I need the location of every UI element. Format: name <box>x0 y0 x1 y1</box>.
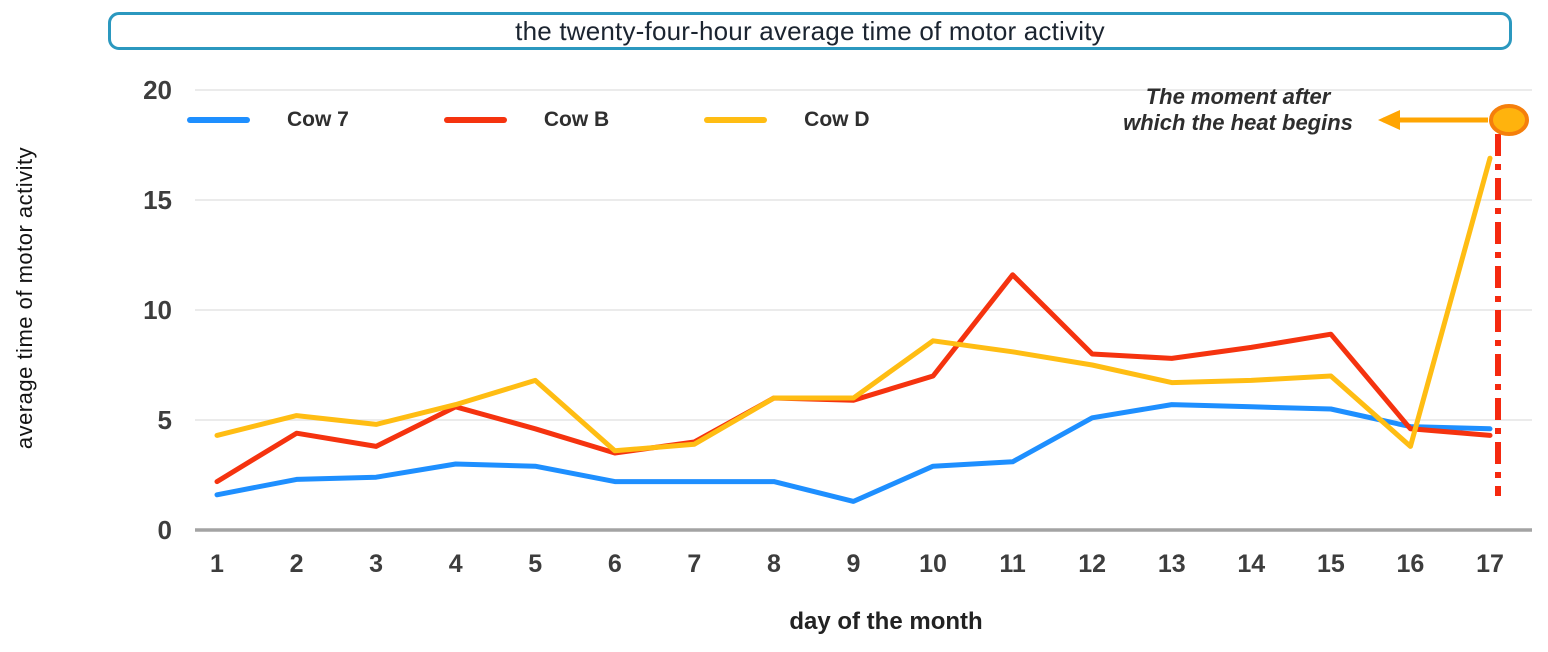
annotation-line-1: The moment after <box>1145 84 1331 109</box>
legend-swatch-icon <box>187 117 250 123</box>
legend-label: Cow D <box>804 108 870 131</box>
legend-label: Cow B <box>543 108 610 131</box>
y-tick-label-10: 10 <box>143 295 172 325</box>
x-tick-label-14: 14 <box>1237 550 1265 578</box>
x-tick-label-16: 16 <box>1397 550 1425 578</box>
annotation-line-2: which the heat begins <box>1123 110 1353 135</box>
x-tick-label-6: 6 <box>608 550 622 578</box>
y-tick-label-15: 15 <box>143 185 172 215</box>
y-tick-label-5: 5 <box>158 405 172 435</box>
chart-title: the twenty-four-hour average time of mot… <box>515 15 1105 46</box>
y-tick-label-20: 20 <box>143 75 172 105</box>
chart-title-box: the twenty-four-hour average time of mot… <box>108 12 1512 50</box>
x-tick-label-2: 2 <box>290 550 304 578</box>
x-tick-label-12: 12 <box>1078 550 1106 578</box>
legend-label: Cow 7 <box>287 108 349 131</box>
series-line-cow-7 <box>214 402 1493 504</box>
x-tick-label-1: 1 <box>210 550 224 578</box>
legend-item-cow-7: Cow 7 <box>187 108 349 132</box>
legend-swatch-icon <box>704 117 768 123</box>
x-tick-label-15: 15 <box>1317 550 1345 578</box>
event-annotation: The moment after which the heat begins <box>1107 84 1369 136</box>
legend-swatch-icon <box>443 117 507 123</box>
x-tick-label-5: 5 <box>528 550 542 578</box>
legend-item-cow-d: Cow D <box>704 108 870 132</box>
x-tick-label-4: 4 <box>449 550 463 578</box>
x-tick-label-17: 17 <box>1476 550 1504 578</box>
x-tick-label-10: 10 <box>919 550 947 578</box>
legend: Cow 7 Cow B Cow D <box>187 103 965 137</box>
x-tick-label-13: 13 <box>1158 550 1186 578</box>
legend-item-cow-b: Cow B <box>443 108 610 132</box>
annotation-arrow-head-icon <box>1378 110 1400 130</box>
x-tick-label-8: 8 <box>767 550 781 578</box>
x-tick-label-3: 3 <box>369 550 383 578</box>
x-axis-title: day of the month <box>789 608 983 635</box>
x-tick-label-7: 7 <box>687 550 701 578</box>
heat-moment-marker-icon <box>1489 104 1529 136</box>
x-tick-label-11: 11 <box>999 550 1026 578</box>
y-tick-label-0: 0 <box>158 515 172 545</box>
x-tick-label-9: 9 <box>847 550 861 578</box>
series-line-cow-d <box>214 155 1493 454</box>
